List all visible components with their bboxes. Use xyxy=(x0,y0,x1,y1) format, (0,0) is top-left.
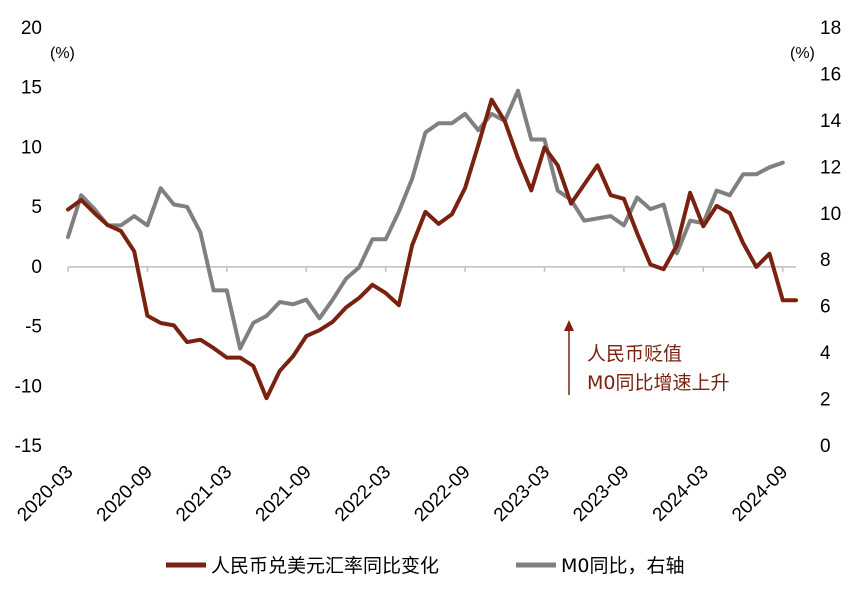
x-tick-label: 2024-03 xyxy=(649,462,713,526)
x-tick-label: 2022-09 xyxy=(410,462,474,526)
y-left-tick-label: -10 xyxy=(15,376,42,397)
y-right-tick-label: 0 xyxy=(820,436,831,457)
y-left-tick-labels: -15 -10 -5 0 5 10 15 20 xyxy=(15,18,42,457)
y-right-unit-label: (%) xyxy=(790,45,815,62)
y-left-tick-label: -5 xyxy=(25,317,42,338)
x-tick-label: 2020-03 xyxy=(13,462,77,526)
y-left-tick-label: 20 xyxy=(21,18,42,39)
annotation: 人民币贬值 M0同比增速上升 xyxy=(564,320,729,395)
x-tick-label: 2024-09 xyxy=(728,462,792,526)
legend-label-m0: M0同比，右轴 xyxy=(561,555,684,577)
series-layer xyxy=(66,88,798,401)
y-right-tick-labels: 0 2 4 6 8 10 12 14 16 18 xyxy=(820,18,842,457)
y-right-tick-label: 6 xyxy=(820,297,831,318)
y-left-tick-label: 5 xyxy=(31,197,42,218)
x-tick-label: 2021-09 xyxy=(252,462,316,526)
y-right-tick-label: 16 xyxy=(820,64,841,85)
legend: 人民币兑美元汇率同比变化 M0同比，右轴 xyxy=(166,555,684,577)
y-left-tick-label: 10 xyxy=(21,137,42,158)
x-tick-label: 2023-03 xyxy=(490,462,554,526)
x-tick-labels: 2020-03 2020-09 2021-03 2021-09 2022-03 2022-… xyxy=(13,462,792,526)
series-line-m0 xyxy=(66,88,785,351)
y-right-tick-label: 18 xyxy=(820,18,841,39)
y-right-tick-label: 8 xyxy=(820,250,831,271)
x-tick-label: 2022-03 xyxy=(331,462,395,526)
series-line-fx xyxy=(66,97,798,401)
y-left-unit-label: (%) xyxy=(50,45,75,62)
x-tick-label: 2020-09 xyxy=(93,462,157,526)
x-tick-label: 2023-09 xyxy=(569,462,633,526)
y-right-tick-label: 2 xyxy=(820,390,831,411)
annotation-arrow-head xyxy=(564,320,574,331)
y-right-tick-label: 10 xyxy=(820,204,841,225)
annotation-line-2: M0同比增速上升 xyxy=(587,372,729,394)
y-right-tick-label: 14 xyxy=(820,111,842,132)
y-left-tick-label: 0 xyxy=(31,257,42,278)
legend-label-fx: 人民币兑美元汇率同比变化 xyxy=(211,555,439,577)
y-right-tick-label: 4 xyxy=(820,343,831,364)
y-left-tick-label: 15 xyxy=(21,78,42,99)
annotation-line-1: 人民币贬值 xyxy=(587,343,682,365)
x-ticks xyxy=(67,266,784,272)
y-right-tick-label: 12 xyxy=(820,157,841,178)
y-left-tick-label: -15 xyxy=(15,436,42,457)
x-tick-label: 2021-03 xyxy=(172,462,236,526)
